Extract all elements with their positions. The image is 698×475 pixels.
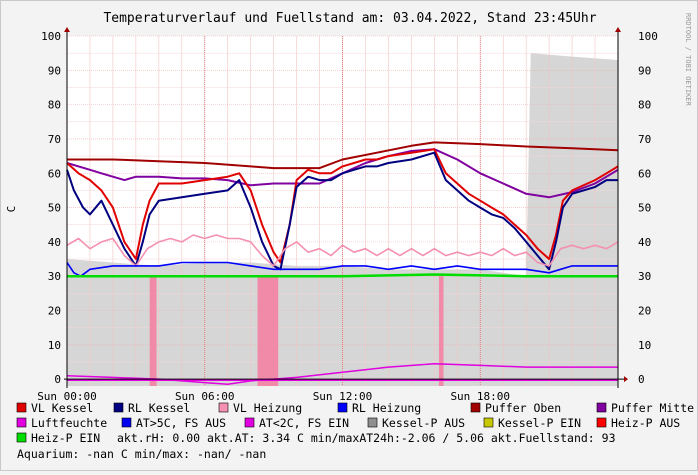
legend-swatch — [367, 417, 378, 428]
legend-item: RL Kessel — [113, 401, 190, 415]
y-tick-label: 70 — [48, 133, 61, 146]
band-heiz-p-aus — [257, 276, 279, 386]
legend-swatch — [596, 402, 607, 413]
y-tick-label-right: 90 — [638, 64, 651, 77]
legend-label: AT<2C, FS EIN — [259, 416, 349, 430]
legend-label: Heiz-P EIN — [31, 431, 100, 445]
series-rl-kessel — [66, 151, 618, 271]
band-heiz-p-aus — [149, 276, 157, 386]
band-heiz-p-aus — [438, 276, 444, 386]
legend-item: Puffer Mitte — [596, 401, 694, 415]
legend-swatch — [218, 402, 229, 413]
legend-item: Heiz-P EIN — [16, 431, 100, 445]
legend-label: RL Kessel — [128, 401, 190, 415]
series-puffer-mitte — [66, 148, 619, 199]
status-line-2: Aquarium: -nan C min/max: -nan/ -nan — [17, 447, 266, 461]
y-tick-label: 50 — [48, 202, 61, 215]
y-axis-right-arrow — [615, 27, 621, 32]
legend-item: Heiz-P AUS — [596, 416, 680, 430]
y-tick-label: 100 — [41, 30, 61, 43]
series-rl-heizung — [66, 261, 618, 278]
y-tick-label: 20 — [48, 305, 61, 318]
y-tick-label: 60 — [48, 167, 61, 180]
legend-label: Puffer Oben — [485, 401, 561, 415]
legend-label: Kessel-P AUS — [382, 416, 465, 430]
series-heiz-p-ein — [67, 273, 618, 278]
legend-swatch — [470, 402, 481, 413]
y-tick-label-right: 100 — [638, 30, 658, 43]
legend-swatch — [16, 417, 27, 428]
legend-item: Kessel-P AUS — [367, 416, 465, 430]
y-tick-label-right: 40 — [638, 236, 651, 249]
legend-label: Heiz-P AUS — [611, 416, 680, 430]
legend-swatch — [113, 402, 124, 413]
legend-item: Kessel-P EIN — [483, 416, 581, 430]
x-tick-label: Sun 06:00 — [175, 390, 235, 403]
y-axis-label: C — [5, 206, 18, 213]
chart-title: Temperaturverlauf und Fuellstand am: 03.… — [103, 11, 596, 26]
x-tick-label: Sun 12:00 — [313, 390, 373, 403]
legend-label: VL Kessel — [31, 401, 93, 415]
legend-item: Puffer Oben — [470, 401, 561, 415]
legend-swatch — [16, 402, 27, 413]
legend-label: RL Heizung — [352, 401, 421, 415]
y-tick-label-right: 70 — [638, 133, 651, 146]
y-tick-label-right: 60 — [638, 167, 651, 180]
y-tick-label: 0 — [54, 373, 61, 386]
legend-label: VL Heizung — [233, 401, 302, 415]
series-vl-heizung — [66, 234, 619, 267]
y-tick-label-right: 10 — [638, 339, 651, 352]
legend-swatch — [244, 417, 255, 428]
y-tick-label-right: 20 — [638, 305, 651, 318]
legend-swatch — [337, 402, 348, 413]
y-axis-arrow — [64, 27, 70, 32]
y-tick-label: 80 — [48, 99, 61, 112]
x-tick-label: Sun 18:00 — [450, 390, 510, 403]
status-line-1: akt.rH: 0.00 akt.AT: 3.34 C min/maxAT24h… — [117, 431, 616, 445]
watermark: RRDTOOL / TOBI OETIKER — [684, 13, 692, 107]
legend-label: Luftfeuchte — [31, 416, 107, 430]
legend-item: VL Heizung — [218, 401, 302, 415]
legend-item: RL Heizung — [337, 401, 421, 415]
x-tick-label: Sun 00:00 — [37, 390, 97, 403]
legend-swatch — [16, 432, 27, 443]
legend-item: VL Kessel — [16, 401, 93, 415]
legend-label: Kessel-P EIN — [498, 416, 581, 430]
y-tick-label-right: 50 — [638, 202, 651, 215]
y-tick-label-right: 80 — [638, 99, 651, 112]
legend-swatch — [483, 417, 494, 428]
series-puffer-oben — [67, 141, 619, 170]
legend-label: AT>5C, FS AUS — [136, 416, 226, 430]
y-tick-label: 40 — [48, 236, 61, 249]
legend-swatch — [121, 417, 132, 428]
y-tick-label: 90 — [48, 64, 61, 77]
legend-label: Puffer Mitte — [611, 401, 694, 415]
x-axis-arrow — [624, 376, 628, 383]
legend-swatch — [596, 417, 607, 428]
series-vl-kessel — [66, 148, 619, 264]
legend-item: AT<2C, FS EIN — [244, 416, 349, 430]
y-tick-label: 30 — [48, 270, 61, 283]
legend-item: AT>5C, FS AUS — [121, 416, 226, 430]
legend-item: Luftfeuchte — [16, 416, 107, 430]
y-tick-label: 10 — [48, 339, 61, 352]
legend: VL Kessel RL Kessel VL Heizung RL Heizung Pu… — [16, 401, 694, 445]
y-tick-label-right: 30 — [638, 270, 651, 283]
y-tick-label-right: 0 — [638, 373, 645, 386]
